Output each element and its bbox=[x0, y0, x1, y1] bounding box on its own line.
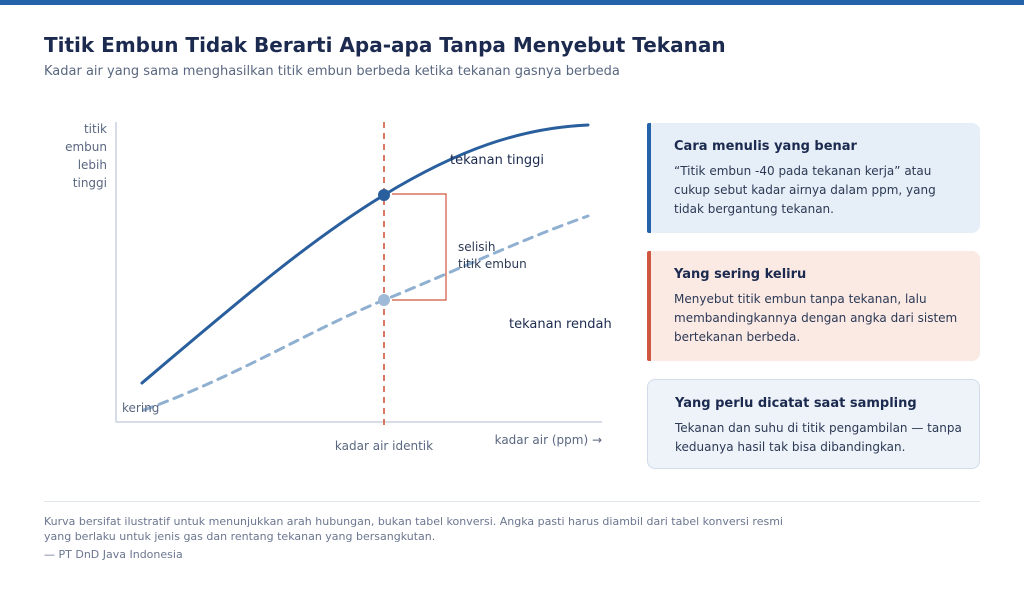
footer-credit: — PT DnD Java Indonesia bbox=[44, 548, 183, 561]
correct-way-title: Cara menulis yang benar bbox=[674, 139, 857, 154]
correct-way-body: “Titik embun -40 pada tekanan kerja” ata… bbox=[674, 164, 936, 216]
y-axis-label-line-1: titik bbox=[84, 122, 107, 136]
sampling-note-card: Yang perlu dicatat saat sampling Tekanan… bbox=[647, 379, 980, 469]
sampling-note-title: Yang perlu dicatat saat sampling bbox=[675, 396, 917, 411]
page-title: Titik Embun Tidak Berarti Apa-apa Tanpa … bbox=[44, 33, 726, 57]
high-pressure-curve bbox=[140, 123, 590, 385]
dry-end-label: kering bbox=[122, 401, 159, 415]
high-pressure-label: tekanan tinggi bbox=[450, 153, 544, 168]
card-accent-blue bbox=[647, 123, 651, 233]
low-pressure-point bbox=[378, 294, 390, 306]
low-pressure-label: tekanan rendah bbox=[509, 317, 612, 332]
high-pressure-point bbox=[378, 189, 390, 201]
common-mistake-title: Yang sering keliru bbox=[674, 267, 807, 282]
footer-note: Kurva bersifat ilustratif untuk menunjuk… bbox=[44, 515, 783, 543]
card-accent-red bbox=[647, 251, 651, 361]
dew-point-gap-bracket bbox=[392, 193, 447, 301]
common-mistake-body: Menyebut titik embun tanpa tekanan, lalu… bbox=[674, 292, 958, 344]
sampling-note-body: Tekanan dan suhu di titik pengambilan — … bbox=[675, 421, 962, 454]
footer-divider bbox=[44, 501, 980, 502]
low-pressure-curve bbox=[142, 214, 590, 412]
correct-way-card: Cara menulis yang benar “Titik embun -40… bbox=[647, 123, 980, 233]
y-axis-label-line-4: tinggi bbox=[73, 176, 107, 190]
gap-label-line-1: selisih bbox=[458, 240, 496, 254]
common-mistake-card: Yang sering keliru Menyebut titik embun … bbox=[647, 251, 980, 361]
top-accent-bar bbox=[0, 0, 1024, 5]
dew-point-diagram: titik embun lebih tinggi tekanan tinggi … bbox=[65, 122, 612, 453]
gap-label-line-2: titik embun bbox=[458, 257, 527, 271]
y-axis-label-line-3: lebih bbox=[78, 158, 107, 172]
x-axis-label: kadar air (ppm) → bbox=[495, 433, 602, 447]
identical-moisture-label: kadar air identik bbox=[335, 439, 433, 453]
page-subtitle: Kadar air yang sama menghasilkan titik e… bbox=[44, 64, 620, 79]
y-axis-label-line-2: embun bbox=[65, 140, 107, 154]
